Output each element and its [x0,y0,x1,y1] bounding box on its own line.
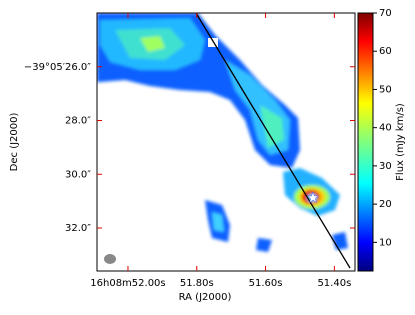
colorbar-tick-label: 20 [379,199,392,210]
y-axis-label: Dec (J2000) [9,113,20,172]
y-tick-label: 28.0″ [65,116,91,127]
y-tick-label: 30.0″ [65,169,91,180]
x-axis-label: RA (J2000) [179,292,232,303]
y-tick-label: 32.0″ [65,223,91,234]
colorbar-label: Flux (mJy km/s) [395,103,406,181]
x-tick-label: 16h08m52.00s [90,278,165,289]
colorbar-tick-label: 70 [379,8,392,19]
x-tick-label: 51.60s [249,278,283,289]
colorbar-tick-label: 40 [379,123,392,134]
x-tick-label: 51.80s [180,278,214,289]
colorbar-tick-label: 60 [379,46,392,57]
colorbar [357,12,374,272]
x-tick-label: 51.40s [317,278,351,289]
emission-map [97,13,351,269]
colorbar-tick-label: 50 [379,84,392,95]
colorbar-tick-label: 10 [379,237,392,248]
colorbar-tick-label: 30 [379,161,392,172]
y-tick-label: −39°05′26.0″ [24,62,91,73]
plot-frame [96,12,356,272]
